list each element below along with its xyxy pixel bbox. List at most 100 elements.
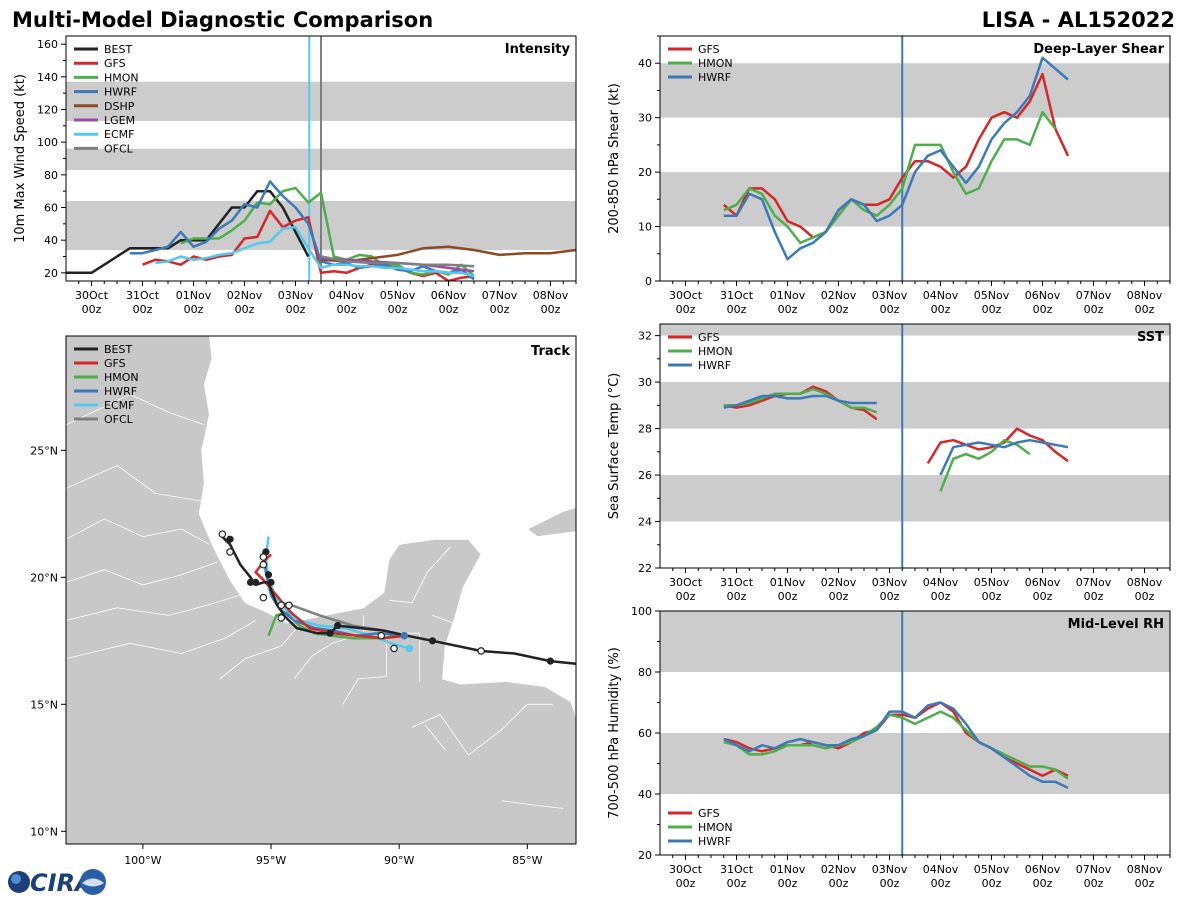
intensity-xtick-label: 00z: [439, 303, 459, 316]
state-border: [66, 465, 202, 502]
track-xtick-label: 95°W: [256, 854, 286, 867]
intensity-xtick-label: 05Nov: [380, 289, 416, 302]
best-track-point-open: [277, 614, 286, 622]
best-track-point-closed: [246, 578, 255, 586]
shear-xtick-label: 04Nov: [923, 289, 959, 302]
rh-xtick-label: 06Nov: [1025, 863, 1061, 876]
rh-xtick-label: 00z: [982, 877, 1002, 890]
state-border: [432, 615, 454, 624]
state-border: [66, 393, 205, 426]
shear-xtick-label: 00z: [778, 303, 798, 316]
sst-legend-label: HMON: [698, 345, 733, 358]
rh-legend-label: HWRF: [698, 835, 731, 848]
track-legend-label: BEST: [104, 343, 132, 356]
best-track-point-open: [277, 601, 286, 610]
rh-band: [660, 611, 1170, 672]
best-track-point-closed: [334, 621, 342, 630]
rh-ytick-label: 60: [638, 727, 652, 740]
best-track-point-closed: [252, 578, 260, 586]
sst-xtick-label: 31Oct: [720, 576, 754, 589]
shear-xtick-label: 00z: [727, 303, 747, 316]
best-track-point-open: [259, 553, 268, 561]
intensity-ytick-label: 140: [37, 71, 58, 84]
sst-band: [660, 475, 1170, 522]
intensity-xtick-label: 00z: [133, 303, 153, 316]
rh-xtick-label: 00z: [727, 877, 747, 890]
shear-title: Deep-Layer Shear: [1033, 42, 1164, 57]
intensity-ylabel: 10m Max Wind Speed (kt): [13, 74, 28, 243]
sst-ytick-label: 28: [638, 423, 652, 436]
shear-band: [660, 63, 1170, 118]
track-ytick-label: 25°N: [30, 444, 58, 457]
intensity-ytick-label: 80: [44, 169, 58, 182]
shear-ytick-label: 10: [638, 221, 652, 234]
rh-title: Mid-Level RH: [1068, 617, 1164, 632]
intensity-ytick-label: 160: [37, 38, 58, 51]
logo-highlight-icon: [11, 874, 21, 884]
intensity-ytick-label: 120: [37, 104, 58, 117]
rh-ytick-label: 40: [638, 788, 652, 801]
track-series-gfs: [254, 553, 405, 640]
mexico-central-america-land: [66, 336, 576, 844]
intensity-series-best: [66, 189, 310, 275]
shear-xtick-label: 30Oct: [669, 289, 703, 302]
track-ytick-label: 20°N: [30, 571, 58, 584]
rh-xtick-label: 07Nov: [1076, 863, 1112, 876]
rh-series-hwrf: [723, 701, 1069, 790]
intensity-panel: 2040608010012014016030Oct00z31Oct00z01No…: [13, 35, 577, 316]
shear-series-hwrf: [723, 56, 1069, 261]
sst-xtick-label: 04Nov: [923, 576, 959, 589]
shear-xtick-label: 00z: [1033, 303, 1053, 316]
ecmf-end-marker: [405, 644, 414, 653]
shear-xtick-label: 02Nov: [821, 289, 857, 302]
rh-xtick-label: 04Nov: [923, 863, 959, 876]
sst-xtick-label: 08Nov: [1127, 576, 1163, 589]
shear-xtick-label: 08Nov: [1127, 289, 1163, 302]
track-legend-label: ECMF: [104, 399, 134, 412]
intensity-legend-label: OFCL: [104, 142, 134, 155]
state-border: [501, 800, 564, 809]
logo-swirl-icon: [82, 878, 104, 887]
best-track-point-closed: [546, 657, 554, 665]
intensity-legend-label: GFS: [104, 57, 126, 70]
sst-ytick-label: 32: [638, 330, 652, 343]
shear-ytick-label: 40: [638, 57, 652, 70]
sst-xtick-label: 00z: [727, 590, 747, 603]
intensity-xtick-label: 00z: [235, 303, 255, 316]
intensity-xtick-label: 03Nov: [278, 289, 314, 302]
state-border: [66, 561, 218, 586]
shear-legend-label: HWRF: [698, 71, 731, 84]
track-legend-label: HMON: [104, 371, 139, 384]
intensity-legend-label: HWRF: [104, 86, 137, 99]
shear-ytick-label: 30: [638, 112, 652, 125]
track-xtick-label: 100°W: [124, 854, 161, 867]
rh-plot-area: [660, 611, 1170, 855]
rh-xtick-label: 08Nov: [1127, 863, 1163, 876]
sst-panel: 22242628303230Oct00z31Oct00z01Nov00z02No…: [607, 323, 1171, 603]
rh-xtick-label: 02Nov: [821, 863, 857, 876]
intensity-xtick-label: 01Nov: [176, 289, 212, 302]
rh-xtick-label: 00z: [829, 877, 849, 890]
rh-ytick-label: 80: [638, 666, 652, 679]
best-track-point-closed: [428, 637, 437, 645]
state-border: [219, 627, 298, 680]
shear-xtick-label: 00z: [676, 303, 696, 316]
track-xtick-label: 85°W: [512, 854, 542, 867]
best-track-point-open: [390, 644, 398, 653]
rh-legend-label: HMON: [698, 821, 733, 834]
rh-ylabel: 700-500 hPa Humidity (%): [607, 647, 622, 819]
best-track-point-open: [259, 593, 268, 602]
intensity-xtick-label: 00z: [541, 303, 561, 316]
intensity-series-ofcl: [320, 255, 475, 268]
sst-xtick-label: 01Nov: [770, 576, 806, 589]
rh-xtick-label: 00z: [880, 877, 900, 890]
rh-xtick-label: 00z: [1033, 877, 1053, 890]
sst-band: [660, 324, 1170, 336]
sst-xtick-label: 06Nov: [1025, 576, 1061, 589]
intensity-xtick-label: 02Nov: [227, 289, 263, 302]
rh-xtick-label: 00z: [1135, 877, 1155, 890]
sst-xtick-label: 00z: [778, 590, 798, 603]
intensity-xtick-label: 00z: [286, 303, 306, 316]
shear-xtick-label: 01Nov: [770, 289, 806, 302]
state-border: [66, 518, 210, 545]
